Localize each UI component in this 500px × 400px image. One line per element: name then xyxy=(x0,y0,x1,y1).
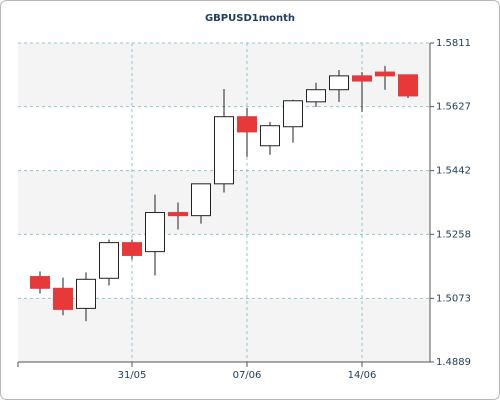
candle-body xyxy=(145,212,165,253)
candle-body xyxy=(352,75,372,82)
band xyxy=(18,298,430,362)
candle-body xyxy=(191,183,211,217)
chart-title: GBPUSD1month xyxy=(205,13,295,24)
candle-body xyxy=(99,242,119,279)
candle-body xyxy=(375,71,395,77)
candle-body xyxy=(283,100,303,128)
x-tick-label: 14/06 xyxy=(348,370,377,381)
y-tick-label: 1.5073 xyxy=(436,293,471,304)
candle-body xyxy=(53,287,73,310)
candle-body xyxy=(76,278,96,309)
candle-body xyxy=(329,75,349,91)
y-tick-label: 1.5627 xyxy=(436,102,471,113)
x-tick-label: 07/06 xyxy=(233,370,262,381)
candle-body xyxy=(260,125,280,147)
candle-body xyxy=(398,74,418,97)
y-tick-label: 1.4889 xyxy=(436,357,471,368)
candle-body xyxy=(168,212,188,217)
y-tick-label: 1.5442 xyxy=(436,166,471,177)
candle-body xyxy=(237,116,257,133)
candle-body xyxy=(214,116,234,185)
y-tick-label: 1.5811 xyxy=(436,38,471,49)
candle-body xyxy=(122,242,142,256)
y-tick-label: 1.5258 xyxy=(436,229,471,240)
candle-body xyxy=(306,89,326,103)
x-tick-label: 31/05 xyxy=(118,370,147,381)
candle-body xyxy=(30,276,50,289)
